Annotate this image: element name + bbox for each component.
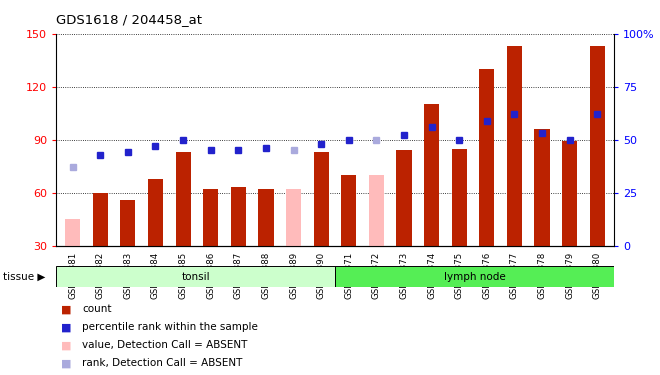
Bar (286, 189, 301, 246)
Bar (507, 46, 522, 246)
Text: percentile rank within the sample: percentile rank within the sample (82, 322, 258, 332)
Bar (589, 46, 605, 246)
Text: ■: ■ (61, 304, 71, 314)
Bar (314, 152, 329, 246)
Text: tissue ▶: tissue ▶ (3, 272, 46, 281)
Bar (424, 104, 439, 246)
Text: ■: ■ (61, 322, 71, 332)
Bar (176, 152, 191, 246)
Text: ■: ■ (61, 340, 71, 350)
Bar (451, 148, 467, 246)
Bar (369, 175, 384, 246)
Bar (562, 141, 578, 246)
Bar (258, 189, 273, 246)
Bar (203, 189, 218, 246)
Text: tonsil: tonsil (182, 272, 210, 282)
Bar (148, 178, 163, 246)
Bar (120, 200, 135, 246)
Bar (56, 266, 335, 287)
Bar (92, 193, 108, 246)
Text: GDS1618 / 204458_at: GDS1618 / 204458_at (56, 13, 202, 26)
Bar (65, 219, 81, 246)
Bar (535, 129, 550, 246)
Text: value, Detection Call = ABSENT: value, Detection Call = ABSENT (82, 340, 248, 350)
Bar (231, 188, 246, 246)
Bar (397, 150, 412, 246)
Bar (335, 266, 614, 287)
Text: ■: ■ (61, 358, 71, 368)
Text: rank, Detection Call = ABSENT: rank, Detection Call = ABSENT (82, 358, 243, 368)
Bar (341, 175, 356, 246)
Bar (479, 69, 494, 246)
Text: lymph node: lymph node (444, 272, 506, 282)
Text: count: count (82, 304, 112, 314)
